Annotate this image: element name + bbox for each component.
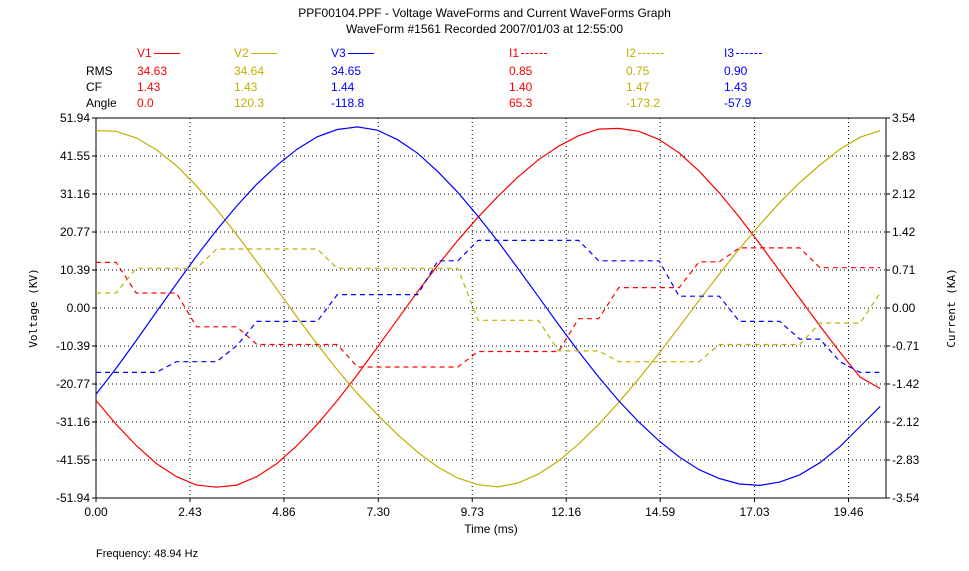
y-tick-label: 51.94: [60, 111, 90, 125]
legend-entry-i3: I3: [724, 46, 763, 60]
series-line-i3: [96, 239, 881, 373]
series-line-i1: [96, 247, 881, 368]
y2-tick-label: 1.42: [892, 225, 916, 239]
legend-line-sample: [347, 53, 374, 55]
stats-row-label: RMS: [86, 64, 113, 78]
y2-tick-label: 0.00: [892, 301, 916, 315]
rms-value: 34.63: [137, 64, 168, 78]
frequency-readout: Frequency: 48.94 Hz: [96, 548, 199, 560]
legend-line-sample: [153, 53, 180, 55]
rms-value: 0.85: [509, 64, 533, 78]
legend-line-sample: [521, 53, 548, 55]
y-tick-label: 10.39: [60, 263, 90, 277]
legend-line-sample: [638, 53, 665, 55]
angle-value: -118.8: [331, 96, 365, 110]
y2-tick-label: -0.71: [892, 339, 920, 353]
y2-tick-label: 2.12: [892, 187, 916, 201]
x-tick-label: 7.30: [367, 505, 391, 519]
y2-tick-label: -1.42: [892, 377, 920, 391]
y-axis-label: Voltage (KV): [27, 268, 40, 347]
y2-tick-label: 0.71: [892, 263, 916, 277]
legend-entry-v3: V3: [331, 46, 374, 60]
y-tick-label: -51.94: [56, 491, 90, 505]
angle-value: -57.9: [724, 96, 752, 110]
x-tick-label: 9.73: [461, 505, 485, 519]
x-tick-label: 0.00: [84, 505, 108, 519]
cf-value: 1.43: [234, 80, 258, 94]
chart-title: PPF00104.PPF - Voltage WaveForms and Cur…: [298, 6, 671, 20]
angle-value: 120.3: [234, 96, 265, 110]
y-tick-label: -10.39: [56, 339, 90, 353]
chart-subtitle: WaveForm #1561 Recorded 2007/01/03 at 12…: [345, 22, 624, 36]
cf-value: 1.44: [331, 80, 355, 94]
rms-value: 0.90: [724, 64, 748, 78]
rms-value: 34.65: [331, 64, 362, 78]
plot-area: [95, 117, 887, 499]
cf-value: 1.47: [626, 80, 650, 94]
x-axis-label: Time (ms): [464, 522, 518, 536]
legend-line-sample: [250, 53, 277, 55]
y2-axis-label: Current (KA): [945, 268, 958, 347]
legend-line-sample: [736, 53, 763, 55]
angle-value: -173.2: [626, 96, 661, 110]
series-line-v3: [95, 126, 881, 487]
stats-row-label: CF: [86, 80, 102, 94]
x-tick-label: 19.46: [833, 505, 863, 519]
legend-entry-i1: I1: [509, 46, 548, 60]
rms-value: 0.75: [626, 64, 650, 78]
series-line-v1: [95, 127, 881, 488]
series-line-v2: [95, 130, 881, 488]
x-tick-label: 17.03: [740, 505, 770, 519]
x-tick-label: 2.43: [178, 505, 202, 519]
y-tick-label: 20.77: [60, 225, 90, 239]
y-tick-label: 0.00: [67, 301, 91, 315]
legend-entry-v1: V1: [137, 46, 180, 60]
y-tick-label: -31.16: [56, 415, 90, 429]
y2-tick-label: -3.54: [892, 491, 920, 505]
angle-value: 0.0: [137, 96, 154, 110]
legend-entry-i2: I2: [626, 46, 665, 60]
series-line-i2: [96, 248, 881, 363]
angle-value: 65.3: [509, 96, 533, 110]
y2-tick-label: 2.83: [892, 149, 916, 163]
legend-entry-v2: V2: [234, 46, 277, 60]
y-tick-label: 31.16: [60, 187, 90, 201]
x-tick-label: 12.16: [551, 505, 581, 519]
cf-value: 1.40: [509, 80, 533, 94]
cf-value: 1.43: [137, 80, 161, 94]
y-tick-label: 41.55: [60, 149, 90, 163]
y2-tick-label: 3.54: [892, 111, 916, 125]
cf-value: 1.43: [724, 80, 748, 94]
y-tick-label: -41.55: [56, 453, 90, 467]
y2-tick-label: -2.83: [892, 453, 920, 467]
rms-value: 34.64: [234, 64, 265, 78]
stats-row-label: Angle: [86, 96, 117, 110]
x-tick-label: 4.86: [272, 505, 296, 519]
x-tick-label: 14.59: [645, 505, 675, 519]
y2-tick-label: -2.12: [892, 415, 920, 429]
y-tick-label: -20.77: [56, 377, 90, 391]
